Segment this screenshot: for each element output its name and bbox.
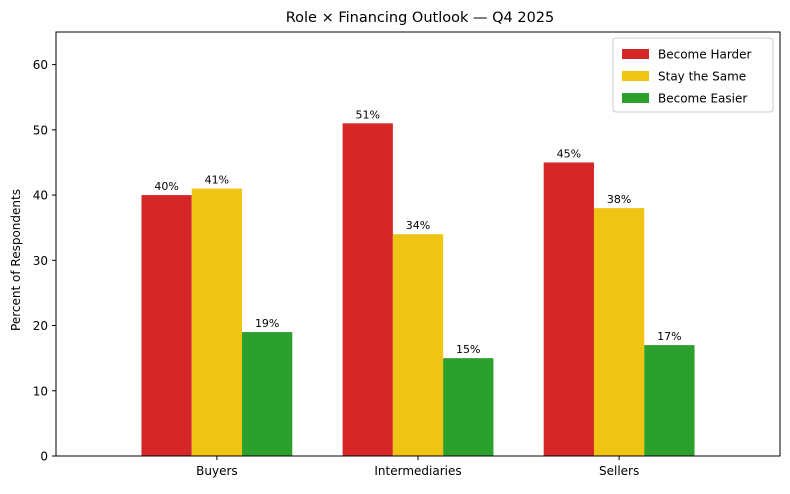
bar-value-label: 51% [355,108,379,121]
legend-swatch [622,49,649,59]
bar [342,123,393,456]
axes-layer: 0 10 20 30 40 50 60 Buyers Intermediaries Sellers [33,31,781,478]
legend-label: Stay the Same [658,70,746,84]
bar [443,358,494,456]
bar-value-label: 17% [657,330,681,343]
bar [242,332,293,456]
bar-value-label: 19% [255,317,279,330]
y-tick-label: 60 [33,58,48,72]
legend-label: Become Harder [658,48,752,62]
bars-layer [141,123,695,457]
bar [141,195,192,456]
bar-value-label: 41% [205,174,229,187]
y-tick-label: 0 [40,450,48,464]
y-tick-label: 20 [33,319,48,333]
legend-box [612,37,774,113]
y-tick-label: 50 [33,123,48,137]
bar [191,188,243,457]
bar-value-label: 34% [406,219,430,232]
legend-label: Become Easier [658,92,747,106]
bar [593,208,645,456]
legend: Become Harder Stay the Same Become Easier [612,37,774,113]
bar-value-label: 38% [607,193,631,206]
y-tick-label: 40 [33,189,48,203]
bar-value-label: 45% [557,147,581,160]
x-tick-label: Intermediaries [374,464,461,478]
chart-title: Role × Financing Outlook — Q4 2025 [286,10,555,26]
y-tick-label: 30 [33,254,48,268]
bar-value-label: 40% [154,180,178,193]
bar [543,162,594,456]
legend-swatch [622,93,649,103]
y-axis-label: Percent of Respondents [9,189,23,331]
bar-value-label: 15% [456,343,480,356]
bar [644,345,695,456]
data-labels-layer: 40% 51% 45% 41% 34% 38% 19% 15% 17% [154,108,681,356]
legend-swatch [622,71,649,81]
x-tick-label: Sellers [599,464,639,478]
y-tick-label: 10 [33,384,48,398]
bar [392,234,444,456]
x-tick-label: Buyers [196,464,238,478]
